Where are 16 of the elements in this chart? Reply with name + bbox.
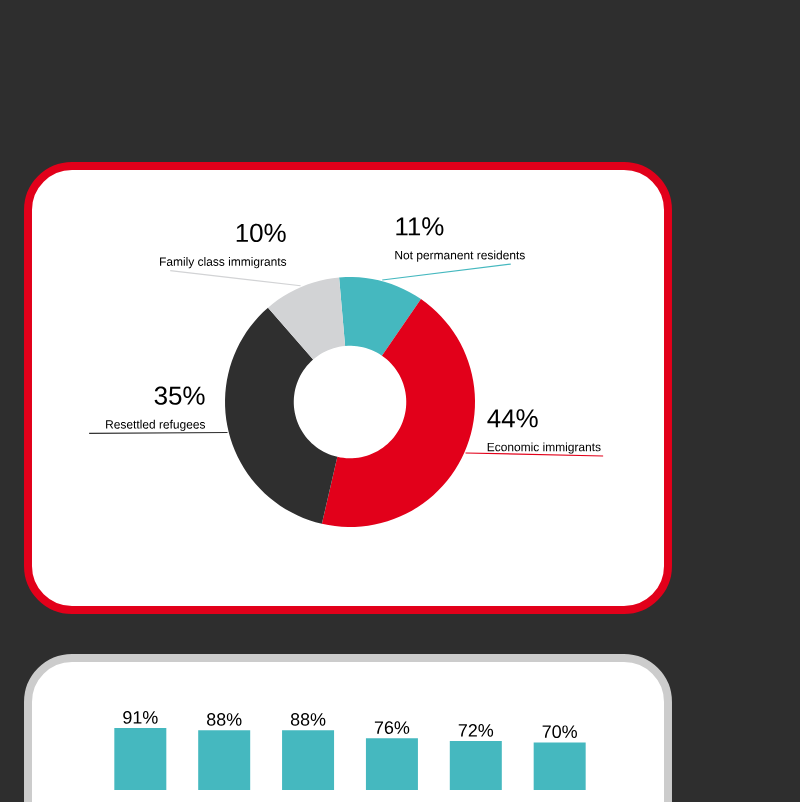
bar [198, 730, 251, 790]
data-label: 44% [487, 409, 538, 428]
bar [533, 742, 586, 790]
data-label: 88% [207, 713, 242, 726]
data-label: 72% [458, 724, 494, 737]
data-label: 76% [374, 721, 410, 734]
data-label: 11% [396, 217, 444, 236]
data-label: 10% [236, 223, 286, 243]
data-label: 35% [154, 386, 205, 405]
bar [282, 730, 335, 790]
bar [365, 738, 418, 790]
data-label: 91% [123, 711, 158, 724]
bar [449, 741, 502, 790]
data-label: 70% [542, 725, 577, 739]
bar [114, 728, 167, 790]
data-label: 88% [290, 713, 326, 726]
